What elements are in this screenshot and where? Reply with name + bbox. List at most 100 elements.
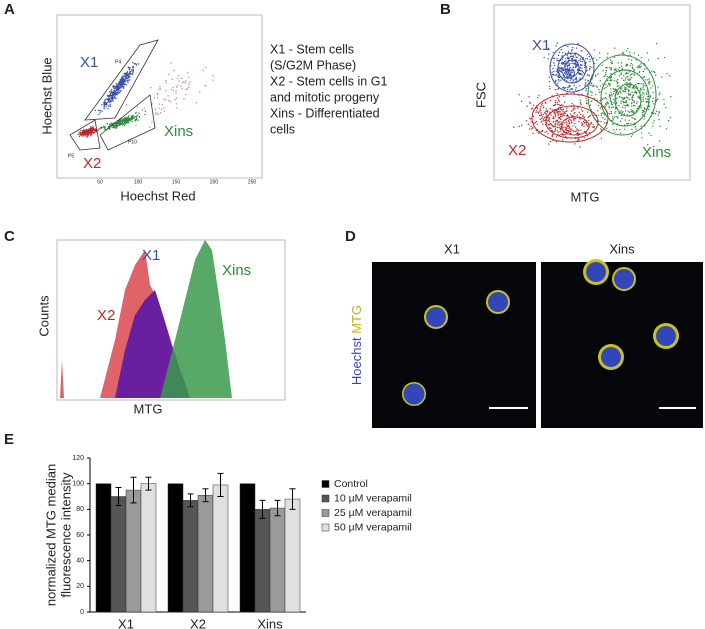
dot xyxy=(552,140,554,142)
dot xyxy=(621,99,624,101)
dot xyxy=(617,79,619,81)
legend-text: cells xyxy=(270,122,295,136)
dot xyxy=(628,79,630,82)
contours xyxy=(531,43,657,143)
dot xyxy=(600,137,603,140)
dot xyxy=(161,103,163,106)
dot xyxy=(527,123,530,126)
dot xyxy=(91,128,93,131)
dot xyxy=(584,79,587,81)
dot xyxy=(631,73,633,75)
dot xyxy=(557,131,560,133)
dot xyxy=(577,43,579,45)
dot xyxy=(184,82,186,84)
dot xyxy=(170,88,172,91)
dot xyxy=(123,79,125,81)
dot xyxy=(557,59,560,62)
dot xyxy=(634,118,636,121)
dot xyxy=(568,67,571,69)
dot xyxy=(87,133,89,135)
dot xyxy=(576,129,579,131)
dot xyxy=(572,79,575,81)
dot xyxy=(659,125,661,127)
y-axis-label: normalized MTG median xyxy=(43,464,58,606)
dot xyxy=(573,72,575,74)
legend-label: Control xyxy=(334,478,368,490)
micrograph xyxy=(372,262,536,428)
dot xyxy=(112,93,114,96)
dot xyxy=(609,94,611,97)
dot xyxy=(551,135,553,138)
dot xyxy=(86,130,89,133)
dot xyxy=(114,96,116,99)
dot xyxy=(555,109,557,112)
dot xyxy=(655,110,658,112)
dot xyxy=(626,73,628,75)
dot xyxy=(108,101,111,103)
dot xyxy=(604,75,606,77)
dot xyxy=(624,110,627,112)
dot xyxy=(605,84,607,86)
dot xyxy=(585,88,588,90)
dot xyxy=(128,79,130,81)
dot xyxy=(610,68,612,70)
dot xyxy=(123,124,126,127)
dot xyxy=(581,124,583,127)
dot xyxy=(665,128,668,130)
dot xyxy=(605,73,607,76)
dot xyxy=(113,124,115,127)
dot xyxy=(634,105,636,107)
dot xyxy=(556,112,558,114)
dot xyxy=(109,95,111,98)
dot xyxy=(645,79,647,81)
dot xyxy=(633,117,635,120)
dot xyxy=(584,58,587,60)
dot xyxy=(561,71,564,74)
dot xyxy=(625,101,628,103)
dot xyxy=(562,68,564,71)
dot xyxy=(642,98,645,100)
dot xyxy=(630,135,633,138)
dot xyxy=(631,117,633,119)
dot xyxy=(604,105,606,108)
dot xyxy=(617,116,619,118)
dot xyxy=(558,76,560,79)
dot xyxy=(631,66,634,69)
dot xyxy=(111,88,113,91)
dot xyxy=(601,98,604,101)
dot xyxy=(667,119,670,122)
dot xyxy=(111,97,113,100)
dot xyxy=(91,127,93,129)
gate xyxy=(69,119,101,151)
dot xyxy=(622,97,624,99)
dot xyxy=(627,72,629,75)
dot xyxy=(583,66,586,69)
dot xyxy=(541,116,544,118)
dot xyxy=(175,92,177,94)
dot xyxy=(642,76,644,78)
dot xyxy=(611,115,614,118)
y-tick-label: 100 xyxy=(72,481,84,488)
dot xyxy=(603,97,605,100)
dot xyxy=(658,112,661,114)
dot xyxy=(592,126,594,128)
dot xyxy=(665,107,667,109)
dot xyxy=(567,86,569,89)
dot xyxy=(603,122,605,124)
dot xyxy=(571,71,574,73)
dot xyxy=(621,117,623,120)
dot xyxy=(169,101,172,103)
dot xyxy=(604,71,607,74)
dot xyxy=(536,120,538,123)
dot xyxy=(540,121,542,123)
dot xyxy=(643,118,645,120)
dot xyxy=(548,118,550,121)
dot xyxy=(606,56,608,59)
legend-text: X1 - Stem cells xyxy=(270,42,354,56)
dot xyxy=(86,132,88,135)
dot xyxy=(625,96,628,98)
dot xyxy=(137,114,139,117)
gate-label: X2 xyxy=(83,155,101,172)
dot xyxy=(539,109,541,112)
dot xyxy=(621,77,623,80)
